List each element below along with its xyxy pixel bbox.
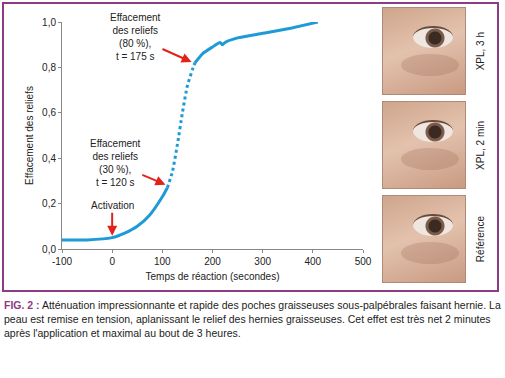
svg-text:0,2: 0,2 — [42, 198, 56, 209]
svg-text:100: 100 — [154, 256, 171, 267]
html-text:Référence: Référence — [474, 215, 486, 263]
svg-text:Effacementdes reliefs(30 %),t: Effacementdes reliefs(30 %),t = 120 s — [90, 138, 141, 188]
svg-text:Activation: Activation — [91, 200, 134, 211]
svg-text:0,4: 0,4 — [42, 153, 56, 164]
svg-text:300: 300 — [254, 256, 271, 267]
html-text:XPL, 3 h: XPL, 3 h — [474, 31, 486, 71]
svg-text:Effacement des reliefs: Effacement des reliefs — [24, 86, 35, 185]
svg-text:0,0: 0,0 — [42, 244, 56, 255]
svg-text:500: 500 — [355, 256, 372, 267]
svg-text:Temps de réaction (secondes): Temps de réaction (secondes) — [146, 271, 280, 282]
svg-text:0,6: 0,6 — [42, 107, 56, 118]
svg-text:1,0: 1,0 — [42, 17, 56, 28]
svg-text:-100: -100 — [52, 256, 72, 267]
html-text:FIG. 2 : Atténuation impressio: FIG. 2 : Atténuation impressionnante et … — [4, 299, 501, 339]
svg-text:Effacementdes reliefs(80 %),t: Effacementdes reliefs(80 %),t = 175 s — [110, 12, 161, 62]
svg-text:0,8: 0,8 — [42, 62, 56, 73]
svg-text:200: 200 — [204, 256, 221, 267]
html-text:XPL, 2 min: XPL, 2 min — [474, 120, 486, 170]
svg-text:400: 400 — [304, 256, 321, 267]
svg-text:0: 0 — [109, 256, 115, 267]
